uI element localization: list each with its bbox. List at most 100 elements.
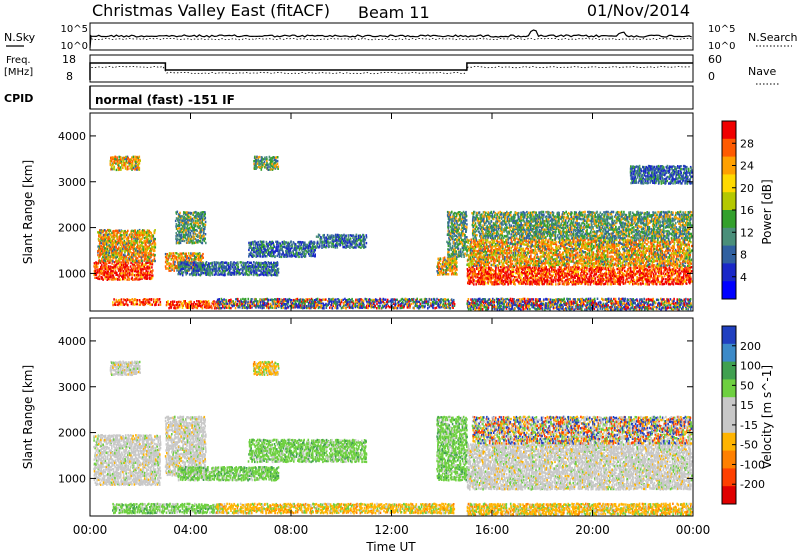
power-cell-1-41-7 bbox=[144, 246, 146, 248]
power-cell-0-9-2 bbox=[103, 274, 105, 276]
power-cell-0-27-1 bbox=[124, 277, 126, 279]
nsky-tick-low: 10^0 bbox=[61, 41, 88, 52]
power-cell-4-38-2 bbox=[209, 302, 211, 304]
power-cell-1-27-11 bbox=[128, 237, 130, 239]
power-cell-0-25-5 bbox=[122, 268, 124, 270]
power-cell-3-5-2 bbox=[118, 299, 120, 301]
freq-tick-high: 18 bbox=[62, 53, 76, 66]
power-cell-1-17-2 bbox=[117, 256, 119, 258]
power-cell-0-44-7 bbox=[143, 263, 145, 265]
power-cell-0-39-2 bbox=[138, 274, 140, 276]
power-cell-2-15-0 bbox=[127, 168, 129, 170]
power-cell-0-33-7 bbox=[132, 263, 134, 265]
power-cell-1-33-5 bbox=[135, 249, 137, 251]
power-cell-5-8-4 bbox=[174, 261, 176, 263]
power-cell-3-7-0 bbox=[120, 303, 122, 305]
power-cell-5-7-0 bbox=[173, 270, 175, 272]
power-cell-1-47-8 bbox=[150, 243, 152, 245]
power-cell-3-3-2 bbox=[115, 299, 117, 301]
power-cell-5-1-3 bbox=[166, 263, 168, 265]
power-cell-4-6-3 bbox=[172, 300, 174, 302]
power-cell-0-11-7 bbox=[106, 263, 108, 265]
power-cell-1-26-15 bbox=[127, 230, 129, 232]
power-cell-0-7-6 bbox=[101, 266, 103, 268]
power-cell-0-30-6 bbox=[128, 266, 130, 268]
power-cell-5-6-1 bbox=[172, 267, 174, 269]
power-cell-1-3-3 bbox=[101, 253, 103, 255]
power-cell-1-44-15 bbox=[147, 229, 149, 231]
power-cell-2-0-3 bbox=[110, 162, 112, 164]
nsearch-tick-low: 10^0 bbox=[708, 41, 735, 52]
power-cell-5-6-8 bbox=[173, 252, 175, 254]
power-cell-0-43-3 bbox=[142, 271, 144, 273]
power-cell-5-15-8 bbox=[183, 252, 185, 254]
nsky-trace bbox=[90, 30, 692, 48]
power-cell-1-8-0 bbox=[107, 260, 109, 262]
power-cell-4-15-3 bbox=[183, 300, 185, 302]
power-cell-5-9-6 bbox=[175, 256, 177, 258]
power-cell-3-33-0 bbox=[150, 303, 152, 305]
power-cell-1-4-4 bbox=[102, 251, 104, 253]
power-cell-0-15-8 bbox=[111, 262, 113, 264]
power-cell-4-15-1 bbox=[182, 305, 184, 307]
power-cell-4-22-2 bbox=[191, 303, 193, 305]
power-cell-1-35-7 bbox=[137, 246, 139, 248]
power-cell-0-6-3 bbox=[101, 273, 103, 275]
power-cell-1-35-9 bbox=[137, 242, 139, 244]
power-cell-2-10-1 bbox=[122, 167, 124, 169]
power-cell-1-0-3 bbox=[97, 254, 99, 256]
power-cell-0-7-1 bbox=[102, 276, 104, 278]
power-cell-1-3-6 bbox=[100, 248, 102, 250]
power-cell-1-49-12 bbox=[153, 235, 155, 237]
power-cell-1-4-6 bbox=[102, 248, 104, 250]
power-cell-0-4-0 bbox=[99, 278, 101, 280]
power-cell-1-39-12 bbox=[142, 236, 144, 238]
power-cell-1-11-15 bbox=[110, 230, 112, 232]
power-cell-0-15-4 bbox=[111, 270, 113, 272]
power-cell-0-44-6 bbox=[144, 266, 146, 268]
power-cell-0-50-6 bbox=[151, 266, 153, 268]
nsearch-tick-high: 10^5 bbox=[708, 24, 735, 35]
power-cell-0-0-1 bbox=[94, 277, 96, 279]
freq-panel-frame bbox=[90, 55, 693, 82]
power-cell-3-7-2 bbox=[121, 298, 123, 300]
power-cell-2-14-4 bbox=[126, 160, 128, 162]
power-cell-4-7-3 bbox=[174, 301, 176, 303]
power-cell-3-0-1 bbox=[112, 301, 114, 303]
power-cell-2-18-6 bbox=[131, 156, 133, 158]
power-cell-1-50-14 bbox=[154, 232, 156, 234]
power-cell-1-43-11 bbox=[146, 238, 148, 240]
power-cell-0-42-1 bbox=[141, 276, 143, 278]
power-cell-0-14-0 bbox=[109, 278, 111, 280]
power-cell-4-23-1 bbox=[192, 305, 194, 307]
power-cell-5-0-2 bbox=[165, 265, 167, 267]
power-cell-0-36-6 bbox=[134, 265, 136, 267]
power-cell-3-15-2 bbox=[130, 299, 132, 301]
power-cell-5-4-7 bbox=[169, 255, 171, 257]
power-cell-1-41-11 bbox=[144, 237, 146, 239]
power-cell-1-42-10 bbox=[145, 240, 147, 242]
power-cell-0-39-4 bbox=[137, 270, 139, 272]
power-cell-2-4-6 bbox=[115, 156, 117, 158]
power-cell-4-27-3 bbox=[196, 300, 198, 302]
freq-tick-low: 8 bbox=[66, 70, 73, 83]
power-cell-2-22-4 bbox=[135, 161, 137, 163]
power-cell-1-39-8 bbox=[141, 244, 143, 246]
power-cell-1-21-4 bbox=[121, 251, 123, 253]
power-cell-2-9-6 bbox=[120, 156, 122, 158]
power-cell-5-12-6 bbox=[179, 256, 181, 258]
power-cell-1-50-7 bbox=[155, 246, 157, 248]
power-cell-3-31-2 bbox=[147, 299, 149, 301]
power-cell-1-14-9 bbox=[113, 242, 115, 244]
power-cell-1-7-10 bbox=[106, 240, 108, 242]
power-cell-0-3-5 bbox=[97, 268, 99, 270]
power-cell-3-29-1 bbox=[145, 302, 147, 304]
nsearch-trace bbox=[91, 38, 691, 39]
power-cell-1-3-7 bbox=[100, 245, 102, 247]
power-cell-2-17-4 bbox=[129, 161, 131, 163]
power-cell-1-10-4 bbox=[108, 252, 110, 254]
power-cell-0-30-4 bbox=[127, 270, 129, 272]
power-cell-0-31-2 bbox=[129, 274, 131, 276]
power-cell-1-33-15 bbox=[134, 229, 136, 231]
power-cell-4-37-3 bbox=[208, 300, 210, 302]
